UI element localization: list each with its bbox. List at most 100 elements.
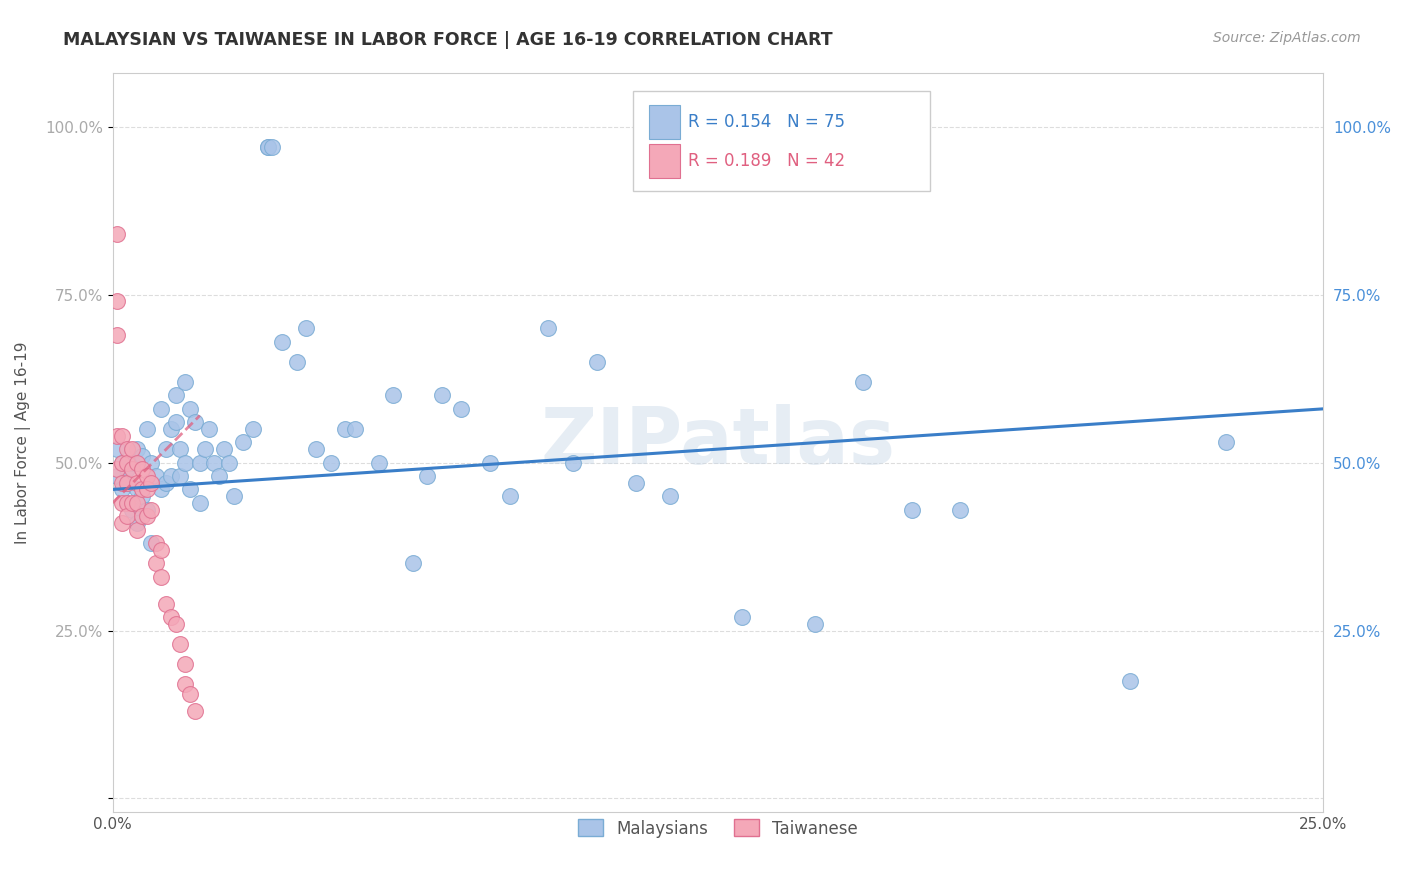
Point bbox=[159, 469, 181, 483]
Point bbox=[731, 610, 754, 624]
Point bbox=[271, 334, 294, 349]
Point bbox=[174, 657, 197, 672]
Point bbox=[402, 557, 425, 571]
Point bbox=[145, 469, 167, 483]
Point bbox=[256, 140, 278, 154]
Point bbox=[804, 616, 827, 631]
Point bbox=[198, 422, 221, 436]
Point bbox=[949, 502, 972, 516]
Point bbox=[150, 542, 173, 557]
Point bbox=[111, 456, 134, 470]
Text: R = 0.189   N = 42: R = 0.189 N = 42 bbox=[688, 152, 845, 169]
FancyBboxPatch shape bbox=[633, 92, 929, 191]
Point bbox=[111, 496, 134, 510]
Text: Source: ZipAtlas.com: Source: ZipAtlas.com bbox=[1213, 31, 1361, 45]
Point bbox=[115, 475, 138, 490]
Point bbox=[165, 616, 187, 631]
Point bbox=[111, 456, 134, 470]
Point bbox=[382, 388, 405, 402]
Point bbox=[900, 502, 922, 516]
Point bbox=[115, 496, 138, 510]
Point bbox=[150, 483, 173, 497]
Point bbox=[256, 140, 278, 154]
Point bbox=[115, 475, 138, 490]
Point bbox=[145, 557, 167, 571]
Point bbox=[188, 496, 211, 510]
Point bbox=[343, 422, 366, 436]
Point bbox=[107, 442, 129, 457]
Point bbox=[179, 687, 201, 701]
Point bbox=[212, 442, 235, 457]
Point bbox=[135, 509, 157, 524]
Text: MALAYSIAN VS TAIWANESE IN LABOR FORCE | AGE 16-19 CORRELATION CHART: MALAYSIAN VS TAIWANESE IN LABOR FORCE | … bbox=[63, 31, 832, 49]
Point bbox=[159, 610, 181, 624]
Point bbox=[174, 375, 197, 389]
Point bbox=[115, 442, 138, 457]
Point bbox=[141, 456, 163, 470]
Point bbox=[285, 355, 308, 369]
Point bbox=[125, 496, 148, 510]
Point bbox=[194, 442, 217, 457]
Point bbox=[150, 401, 173, 416]
Point bbox=[107, 428, 129, 442]
Point bbox=[131, 462, 153, 476]
Point bbox=[125, 483, 148, 497]
Point bbox=[479, 456, 502, 470]
Point bbox=[135, 469, 157, 483]
Point bbox=[1118, 673, 1140, 688]
Point bbox=[1215, 435, 1237, 450]
Point bbox=[115, 462, 138, 476]
Point bbox=[333, 422, 356, 436]
Point bbox=[184, 415, 207, 429]
Point bbox=[115, 496, 138, 510]
Point bbox=[202, 456, 225, 470]
Point bbox=[111, 428, 134, 442]
Point bbox=[218, 456, 240, 470]
Point bbox=[131, 509, 153, 524]
Point bbox=[155, 475, 177, 490]
FancyBboxPatch shape bbox=[650, 104, 681, 139]
Point bbox=[115, 456, 138, 470]
Point bbox=[179, 483, 201, 497]
Point bbox=[416, 469, 439, 483]
Point bbox=[125, 516, 148, 530]
Point bbox=[169, 442, 191, 457]
Point bbox=[159, 422, 181, 436]
Y-axis label: In Labor Force | Age 16-19: In Labor Force | Age 16-19 bbox=[15, 341, 31, 544]
Point bbox=[107, 328, 129, 343]
Point bbox=[242, 422, 264, 436]
Point bbox=[169, 469, 191, 483]
Point bbox=[111, 516, 134, 530]
Point bbox=[430, 388, 453, 402]
Point bbox=[121, 456, 143, 470]
Point bbox=[145, 536, 167, 550]
Point bbox=[368, 456, 391, 470]
Point bbox=[499, 489, 522, 503]
Text: ZIPatlas: ZIPatlas bbox=[540, 404, 896, 481]
Point bbox=[155, 442, 177, 457]
Point bbox=[150, 570, 173, 584]
Point bbox=[179, 401, 201, 416]
FancyBboxPatch shape bbox=[650, 144, 681, 178]
Point bbox=[232, 435, 254, 450]
Point bbox=[184, 704, 207, 718]
Point bbox=[111, 475, 134, 490]
Point bbox=[131, 489, 153, 503]
Point bbox=[121, 462, 143, 476]
Point bbox=[121, 442, 143, 457]
Point bbox=[141, 475, 163, 490]
Point bbox=[658, 489, 681, 503]
Point bbox=[305, 442, 328, 457]
Point bbox=[107, 462, 129, 476]
Point bbox=[107, 469, 129, 483]
Point bbox=[131, 449, 153, 463]
Point bbox=[262, 140, 284, 154]
Point bbox=[121, 496, 143, 510]
Point bbox=[135, 502, 157, 516]
Point bbox=[121, 502, 143, 516]
Point bbox=[107, 294, 129, 309]
Point bbox=[450, 401, 472, 416]
Point bbox=[165, 388, 187, 402]
Point bbox=[125, 456, 148, 470]
Point bbox=[537, 321, 560, 335]
